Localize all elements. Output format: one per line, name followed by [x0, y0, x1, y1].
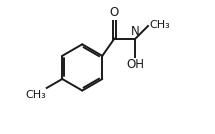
Text: N: N [131, 25, 140, 38]
Text: O: O [110, 6, 119, 19]
Text: OH: OH [126, 58, 144, 71]
Text: CH₃: CH₃ [25, 90, 46, 100]
Text: CH₃: CH₃ [150, 20, 170, 30]
